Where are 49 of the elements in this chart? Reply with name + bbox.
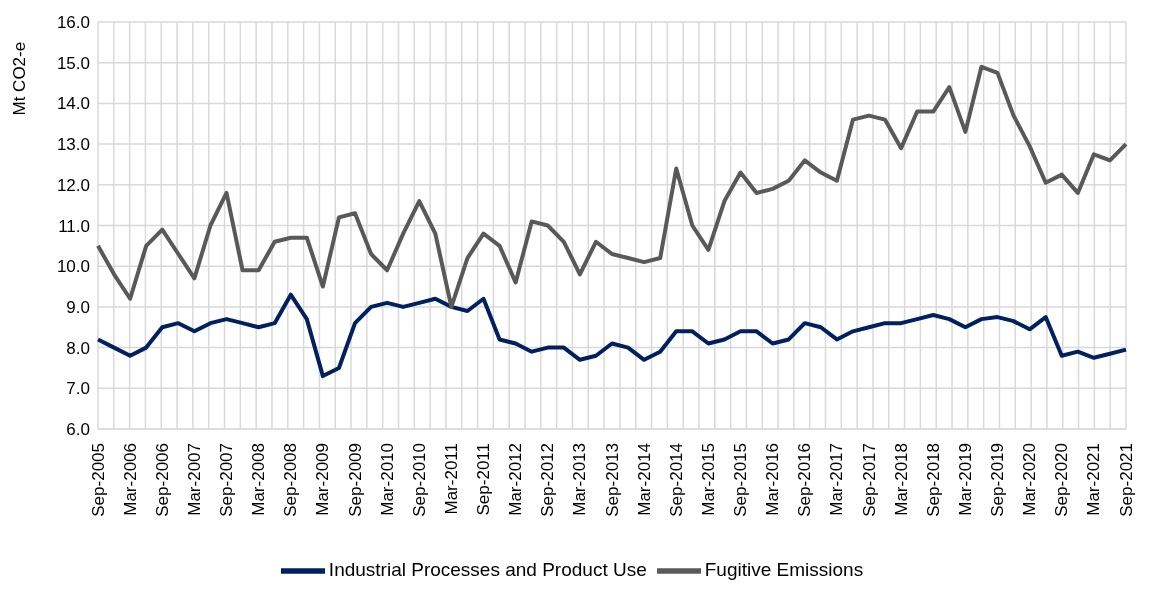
y-tick-label: 9.0 (66, 297, 90, 317)
x-tick-label: Sep-2013 (602, 443, 622, 517)
x-tick-label: Mar-2021 (1084, 443, 1104, 516)
x-tick-label: Sep-2017 (859, 443, 879, 517)
x-tick-label: Sep-2015 (731, 443, 750, 517)
x-tick-label: Sep-2010 (409, 443, 429, 517)
y-tick-label: 8.0 (66, 338, 90, 358)
y-tick-label: 10.0 (56, 257, 90, 277)
y-axis-title: Mt CO2-e (10, 41, 30, 116)
x-tick-label: Mar-2015 (698, 443, 718, 516)
x-tick-label: Mar-2011 (441, 443, 461, 515)
line-series (96, 64, 1128, 309)
x-tick-label: Mar-2009 (313, 443, 333, 516)
x-tick-label: Sep-2020 (1052, 443, 1072, 517)
x-tick-label: Mar-2014 (634, 443, 654, 516)
x-tick-label: Sep-2007 (217, 443, 236, 517)
y-tick-label: 14.0 (56, 94, 90, 114)
line-series (96, 292, 1128, 379)
x-tick-label: Sep-2008 (281, 443, 301, 517)
x-tick-label: Mar-2020 (1020, 443, 1040, 516)
y-tick-label: 16.0 (56, 13, 90, 33)
y-tick-label: 13.0 (56, 135, 90, 155)
x-tick-label: Sep-2005 (88, 443, 108, 517)
x-tick-label: Mar-2013 (570, 443, 590, 516)
y-tick-label: 6.0 (66, 420, 90, 440)
x-tick-label: Mar-2016 (763, 443, 783, 516)
x-tick-label: Mar-2007 (184, 443, 204, 516)
x-tick-label: Mar-2010 (377, 443, 397, 516)
x-tick-label: Sep-2021 (1116, 443, 1136, 517)
x-tick-label: Sep-2019 (988, 443, 1007, 517)
x-tick-label: Sep-2014 (666, 443, 686, 517)
x-tick-label: Mar-2006 (120, 443, 140, 516)
x-tick-label: Mar-2017 (827, 443, 847, 516)
y-tick-label: 7.0 (66, 379, 90, 399)
x-tick-label: Sep-2018 (923, 443, 943, 517)
x-tick-label: Sep-2009 (345, 443, 365, 517)
y-tick-label: 12.0 (56, 175, 90, 195)
x-tick-label: Mar-2012 (506, 443, 526, 516)
x-tick-label: Mar-2008 (249, 443, 269, 516)
x-tick-label: Sep-2011 (474, 443, 493, 516)
legend-label: Industrial Processes and Product Use (328, 559, 647, 581)
y-tick-label: 15.0 (56, 53, 90, 73)
x-tick-label: Sep-2016 (795, 443, 815, 517)
legend-label: Fugitive Emissions (704, 559, 864, 581)
x-tick-label: Mar-2019 (955, 443, 975, 516)
x-tick-label: Sep-2012 (538, 443, 558, 517)
y-tick-label: 11.0 (58, 216, 90, 236)
x-tick-label: Mar-2018 (891, 443, 911, 516)
x-tick-label: Sep-2006 (152, 443, 172, 517)
